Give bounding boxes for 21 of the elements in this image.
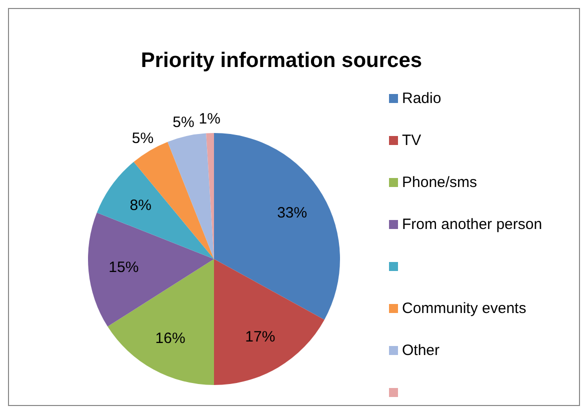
legend-label: TV [402, 131, 422, 151]
legend-label: Other [402, 341, 440, 361]
legend-label: Community events [402, 299, 526, 319]
pie-slice [88, 212, 214, 327]
data-label: 5% [172, 114, 194, 131]
chart-title: Priority information sources [140, 49, 424, 73]
pie-slice [168, 133, 214, 259]
data-label: 33% [277, 204, 308, 222]
data-label: 5% [132, 130, 154, 147]
legend-label: Phone/sms [402, 173, 478, 193]
data-label: 15% [108, 259, 139, 276]
data-label: 1% [198, 110, 220, 128]
legend-label: From another person [402, 215, 542, 235]
legend-label: Radio [402, 89, 442, 109]
data-label: 8% [130, 197, 152, 214]
pie-slice [214, 259, 324, 385]
data-label: 16% [155, 330, 186, 347]
data-label: 17% [245, 328, 276, 346]
pie-slice [96, 162, 214, 259]
pie-slice [214, 133, 340, 320]
pie-slice [108, 259, 214, 385]
